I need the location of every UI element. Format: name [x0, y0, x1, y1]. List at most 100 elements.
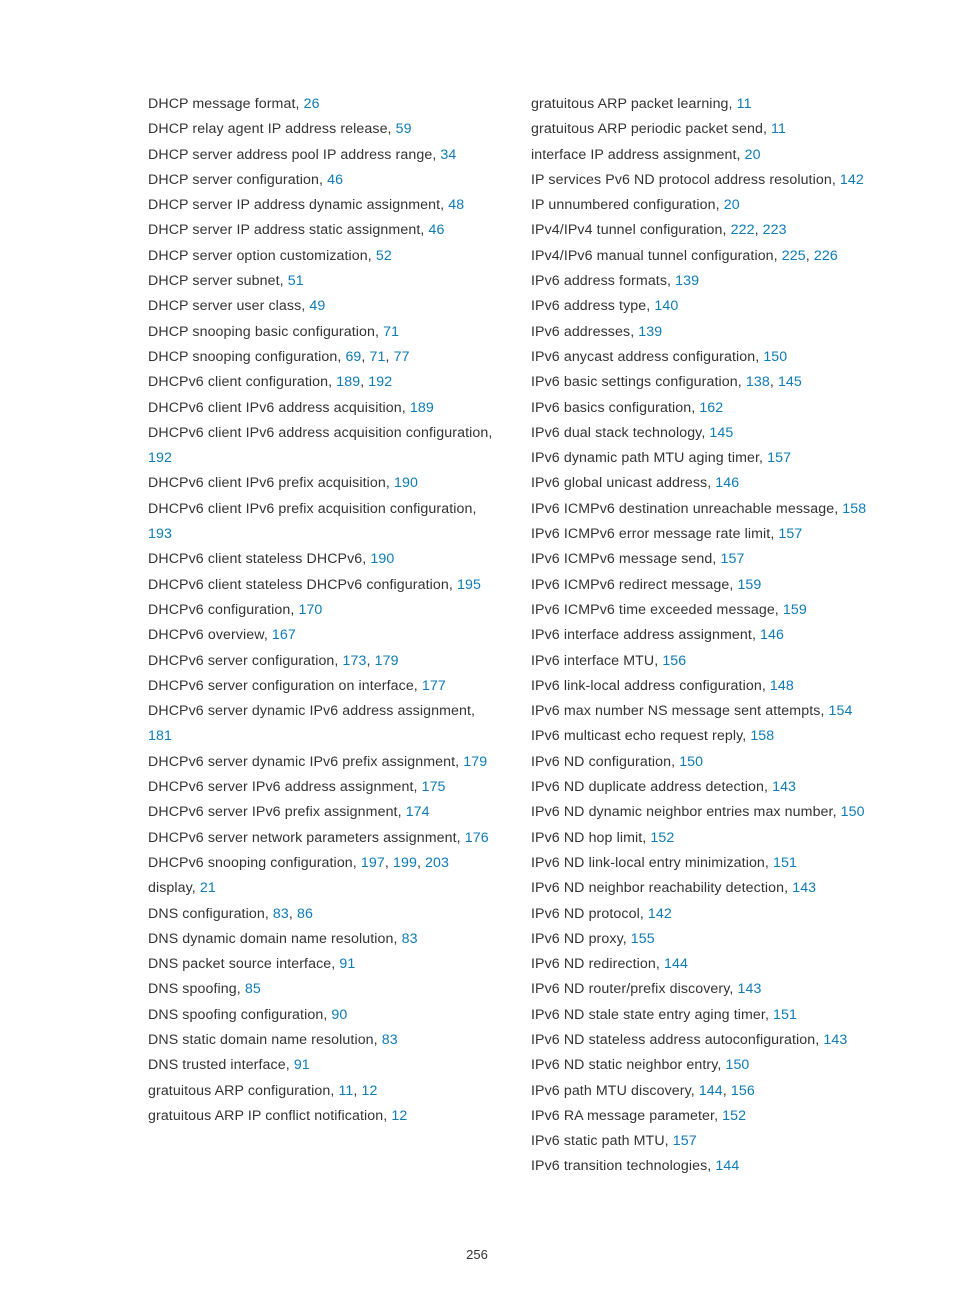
- page-link[interactable]: 11: [771, 121, 786, 137]
- index-entry: IPv4/IPv4 tunnel configuration, 222, 223: [531, 218, 884, 243]
- page-link[interactable]: 158: [750, 728, 774, 744]
- page-link[interactable]: 223: [763, 222, 787, 238]
- page-link[interactable]: 203: [425, 855, 449, 871]
- page-link[interactable]: 167: [272, 627, 296, 643]
- page-link[interactable]: 170: [298, 602, 322, 618]
- page-link[interactable]: 150: [841, 804, 865, 820]
- page-link[interactable]: 157: [767, 450, 791, 466]
- index-entry: DHCP server IP address static assignment…: [148, 218, 501, 243]
- page-link[interactable]: 197: [361, 855, 385, 871]
- index-entry: IPv6 ND configuration, 150: [531, 750, 884, 775]
- page-link[interactable]: 12: [391, 1108, 407, 1124]
- page-link[interactable]: 138: [746, 374, 770, 390]
- page-link[interactable]: 162: [699, 400, 723, 416]
- page-link[interactable]: 90: [331, 1007, 347, 1023]
- page-link[interactable]: 225: [782, 248, 806, 264]
- page-link[interactable]: 150: [725, 1057, 749, 1073]
- page-link[interactable]: 193: [148, 526, 172, 542]
- page-link[interactable]: 83: [273, 906, 289, 922]
- page-link[interactable]: 142: [648, 906, 672, 922]
- page-link[interactable]: 192: [148, 450, 172, 466]
- index-entry: DHCPv6 overview, 167: [148, 623, 501, 648]
- page-link[interactable]: 142: [840, 172, 864, 188]
- page-link[interactable]: 156: [662, 653, 686, 669]
- page-link[interactable]: 21: [200, 880, 216, 896]
- page-link[interactable]: 190: [370, 551, 394, 567]
- page-link[interactable]: 146: [715, 475, 739, 491]
- page-link[interactable]: 144: [699, 1083, 723, 1099]
- page-link[interactable]: 20: [724, 197, 740, 213]
- page-link[interactable]: 52: [376, 248, 392, 264]
- page-link[interactable]: 139: [638, 324, 662, 340]
- page-link[interactable]: 222: [731, 222, 755, 238]
- page-link[interactable]: 146: [760, 627, 784, 643]
- page-link[interactable]: 154: [829, 703, 853, 719]
- page-link[interactable]: 143: [823, 1032, 847, 1048]
- page-link[interactable]: 173: [343, 653, 367, 669]
- page-link[interactable]: 145: [778, 374, 802, 390]
- page-link[interactable]: 144: [715, 1158, 739, 1174]
- page-link[interactable]: 69: [345, 349, 361, 365]
- page-link[interactable]: 179: [463, 754, 487, 770]
- page-link[interactable]: 51: [288, 273, 304, 289]
- page-link[interactable]: 71: [383, 324, 399, 340]
- page-link[interactable]: 86: [297, 906, 313, 922]
- page-link[interactable]: 156: [731, 1083, 755, 1099]
- page-link[interactable]: 151: [773, 855, 797, 871]
- page-link[interactable]: 226: [814, 248, 838, 264]
- page-link[interactable]: 48: [448, 197, 464, 213]
- page-link[interactable]: 49: [309, 298, 325, 314]
- page-link[interactable]: 145: [709, 425, 733, 441]
- page-link[interactable]: 181: [148, 728, 172, 744]
- page-link[interactable]: 175: [422, 779, 446, 795]
- page-link[interactable]: 157: [673, 1133, 697, 1149]
- page-link[interactable]: 139: [675, 273, 699, 289]
- page-link[interactable]: 199: [393, 855, 417, 871]
- page-link[interactable]: 150: [763, 349, 787, 365]
- index-entry-text: IPv6 ICMPv6 message send,: [531, 551, 720, 567]
- page-link[interactable]: 46: [327, 172, 343, 188]
- page-link[interactable]: 150: [679, 754, 703, 770]
- page-link[interactable]: 140: [654, 298, 678, 314]
- page-link[interactable]: 174: [406, 804, 430, 820]
- page-link[interactable]: 11: [737, 96, 752, 112]
- page-link[interactable]: 59: [396, 121, 412, 137]
- page-link[interactable]: 190: [394, 475, 418, 491]
- page-link[interactable]: 143: [737, 981, 761, 997]
- page-link[interactable]: 12: [361, 1083, 377, 1099]
- page-link[interactable]: 192: [368, 374, 392, 390]
- page-link[interactable]: 152: [722, 1108, 746, 1124]
- page-link[interactable]: 159: [737, 577, 761, 593]
- page-link[interactable]: 83: [402, 931, 418, 947]
- page-link[interactable]: 91: [339, 956, 355, 972]
- index-entry: IPv6 basic settings configuration, 138, …: [531, 370, 884, 395]
- page-link[interactable]: 26: [304, 96, 320, 112]
- page-link[interactable]: 158: [842, 501, 866, 517]
- page-link[interactable]: 83: [382, 1032, 398, 1048]
- page-link[interactable]: 85: [245, 981, 261, 997]
- page-link[interactable]: 91: [294, 1057, 310, 1073]
- page-link[interactable]: 151: [773, 1007, 797, 1023]
- page-link[interactable]: 77: [394, 349, 410, 365]
- page-link[interactable]: 179: [375, 653, 399, 669]
- page-link[interactable]: 46: [428, 222, 444, 238]
- page-link[interactable]: 189: [336, 374, 360, 390]
- page-link[interactable]: 148: [770, 678, 794, 694]
- page-link[interactable]: 176: [465, 830, 489, 846]
- page-link[interactable]: 155: [631, 931, 655, 947]
- page-link[interactable]: 20: [745, 147, 761, 163]
- page-link[interactable]: 152: [650, 830, 674, 846]
- page-link[interactable]: 143: [792, 880, 816, 896]
- page-link[interactable]: 11: [338, 1083, 353, 1099]
- page-link[interactable]: 177: [422, 678, 446, 694]
- page-link[interactable]: 144: [664, 956, 688, 972]
- page-link[interactable]: 159: [783, 602, 807, 618]
- page-link[interactable]: 195: [457, 577, 481, 593]
- page-link[interactable]: 143: [772, 779, 796, 795]
- page-link[interactable]: 157: [720, 551, 744, 567]
- page-link[interactable]: 157: [778, 526, 802, 542]
- page-link[interactable]: 34: [440, 147, 456, 163]
- index-entry-text: gratuitous ARP periodic packet send,: [531, 121, 771, 137]
- page-link[interactable]: 71: [370, 349, 386, 365]
- page-link[interactable]: 189: [410, 400, 434, 416]
